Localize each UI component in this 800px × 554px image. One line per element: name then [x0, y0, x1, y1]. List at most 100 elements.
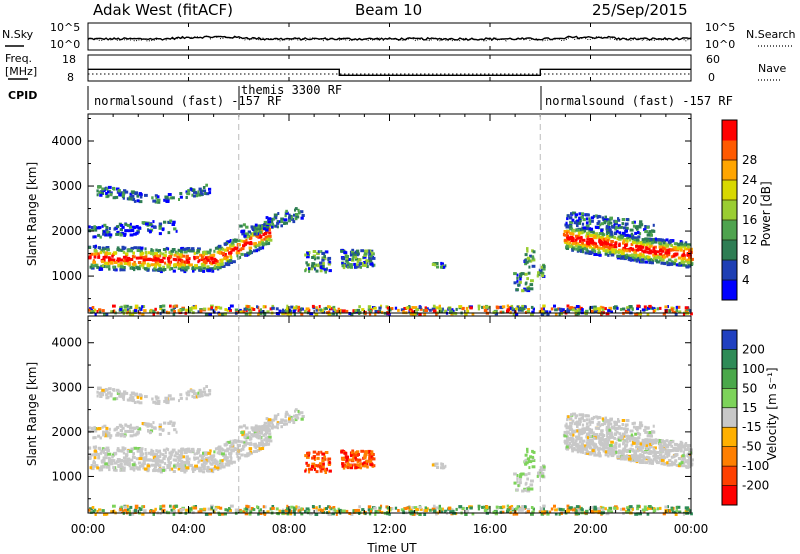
power-cell: [351, 251, 354, 255]
velocity-cell: [102, 433, 106, 437]
power-cell: [330, 307, 333, 311]
radar-title: Adak West (fitACF): [93, 1, 233, 19]
power-cell: [633, 254, 636, 258]
velocity-cell: [577, 432, 582, 436]
velocity-cell: [263, 512, 267, 516]
power-cell: [158, 222, 163, 226]
velocity-cell: [144, 456, 148, 460]
velocity-cell: [653, 507, 656, 511]
power-cell: [219, 262, 224, 266]
power-cell: [565, 225, 570, 229]
power-cell: [508, 306, 512, 309]
velocity-cell: [229, 508, 232, 512]
power-cell: [157, 200, 161, 204]
velocity-cell: [516, 474, 519, 477]
power-cell: [189, 187, 193, 191]
power-cell: [619, 233, 624, 237]
velocity-cell: [324, 451, 329, 454]
velocity-cell: [116, 460, 120, 464]
velocity-cell: [316, 464, 320, 468]
power-cell: [607, 246, 612, 250]
power-cell: [578, 233, 581, 237]
power-cell: [565, 247, 569, 250]
velocity-cell: [228, 507, 231, 510]
power-cell: [163, 254, 167, 258]
velocity-cell: [575, 505, 580, 509]
velocity-cell: [181, 466, 185, 470]
velocity-cell: [219, 506, 223, 510]
power-cell: [566, 239, 569, 243]
power-cell: [572, 232, 575, 236]
velocity-cell: [204, 393, 207, 397]
velocity-cell: [195, 395, 199, 399]
power-cell: [594, 250, 597, 254]
power-cell: [224, 308, 228, 312]
velocity-cell: [335, 512, 338, 516]
power-cell: [122, 250, 126, 254]
velocity-cell: [614, 449, 618, 453]
velocity-cell: [609, 422, 613, 426]
velocity-cell: [187, 390, 191, 394]
velocity-cell: [586, 414, 590, 418]
power-cell: [185, 190, 189, 194]
velocity-cell: [686, 448, 691, 452]
power-cell: [439, 265, 443, 269]
velocity-cell: [131, 395, 135, 399]
power-cell: [164, 197, 169, 201]
velocity-cell: [183, 470, 187, 474]
velocity-cell: [646, 434, 651, 438]
velocity-cell: [265, 426, 270, 430]
power-cell: [167, 231, 171, 235]
power-cell: [105, 192, 108, 195]
velocity-cell: [631, 436, 635, 440]
velocity-cell: [328, 510, 331, 514]
velocity-cell: [617, 451, 620, 455]
velocity-cell: [193, 468, 197, 472]
velocity-cell: [652, 447, 656, 451]
velocity-cell: [311, 505, 315, 508]
power-cell: [368, 312, 372, 316]
power-cell: [607, 253, 610, 257]
power-cell: [107, 190, 110, 194]
velocity-cell: [268, 435, 272, 439]
velocity-cell: [102, 431, 106, 435]
velocity-cell: [142, 466, 145, 470]
power-cell: [158, 254, 162, 258]
velocity-cell: [448, 506, 451, 510]
velocity-cell: [651, 442, 654, 445]
power-cell: [220, 312, 225, 316]
velocity-cell: [632, 425, 636, 429]
power-cell: [648, 258, 651, 262]
power-cell: [558, 307, 563, 311]
power-cell: [494, 312, 498, 316]
power-cell: [690, 257, 694, 261]
velocity-cell: [531, 459, 536, 462]
velocity-cell: [268, 432, 272, 436]
power-cell: [305, 261, 308, 265]
power-cell: [639, 241, 643, 245]
velocity-cell: [311, 462, 316, 466]
power-cell: [682, 244, 686, 248]
velocity-cell: [571, 443, 576, 446]
power-cell: [641, 242, 644, 246]
power-cell: [175, 229, 178, 233]
velocity-cell: [607, 424, 610, 428]
velocity-cell: [568, 506, 573, 510]
velocity-cell: [143, 467, 148, 471]
power-cell: [131, 262, 136, 266]
power-cell: [581, 241, 584, 245]
velocity-cell: [179, 450, 183, 453]
power-cell: [126, 256, 131, 260]
velocity-cell: [181, 464, 185, 468]
power-cell: [578, 243, 582, 247]
velocity-cell: [106, 431, 110, 435]
velocity-cell: [99, 436, 102, 440]
power-cell: [614, 220, 618, 224]
velocity-cell: [274, 425, 278, 429]
velocity-cell: [365, 459, 370, 463]
power-cell: [690, 312, 693, 316]
power-cell: [527, 271, 531, 275]
velocity-cell: [685, 465, 690, 469]
velocity-cell: [105, 512, 109, 516]
velocity-cell: [245, 439, 248, 443]
